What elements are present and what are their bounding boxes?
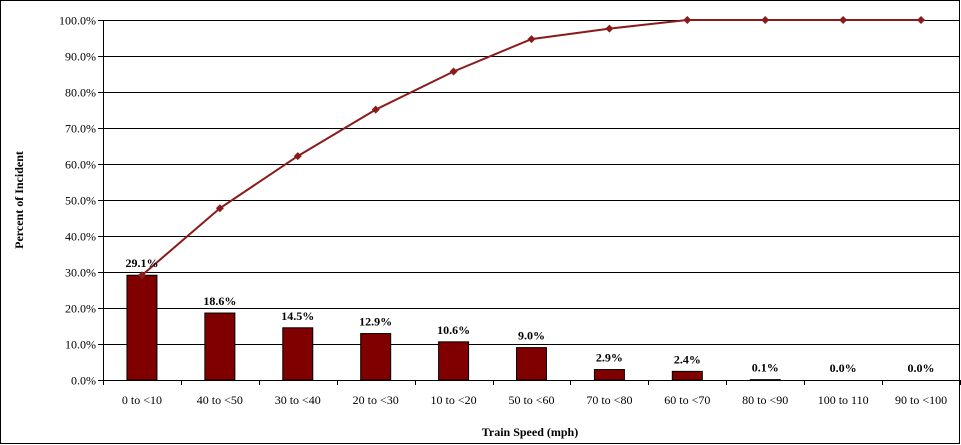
line-point xyxy=(917,16,926,24)
x-tick-label: 60 to <70 xyxy=(664,393,710,407)
y-tick-label: 90.0% xyxy=(65,50,96,64)
bar-data-label: 9.0% xyxy=(518,329,545,343)
bar xyxy=(282,327,314,381)
line-point xyxy=(605,24,614,33)
gridlines xyxy=(103,20,960,345)
x-tick-label: 80 to <90 xyxy=(742,393,788,407)
x-tick-label: 0 to <10 xyxy=(122,393,162,407)
bar xyxy=(593,369,625,381)
bar-data-label: 14.5% xyxy=(281,309,314,323)
y-tick-label: 10.0% xyxy=(65,338,96,352)
y-tick-label: 80.0% xyxy=(65,86,96,100)
x-tick-label: 90 to <100 xyxy=(895,393,947,407)
x-axis-title: Train Speed (mph) xyxy=(482,425,578,439)
line-point xyxy=(371,105,380,114)
x-tick-label: 50 to <60 xyxy=(508,393,554,407)
bar xyxy=(204,312,236,381)
line-point xyxy=(527,35,536,44)
y-tick-label: 60.0% xyxy=(65,158,96,172)
x-tick-label: 20 to <30 xyxy=(353,393,399,407)
bar-data-label: 18.6% xyxy=(203,294,236,308)
y-tick-label: 0.0% xyxy=(71,374,96,388)
x-tick-label: 70 to <80 xyxy=(586,393,632,407)
x-tick-label: 10 to <20 xyxy=(431,393,477,407)
line-point xyxy=(293,152,302,161)
bar-data-label: 10.6% xyxy=(437,323,470,337)
axes: 0.0% 10.0% 20.0% 30.0% 40.0% 50.0% 60.0% 70.0% 8… xyxy=(59,14,961,407)
line-point xyxy=(839,16,848,24)
bar xyxy=(126,274,158,381)
bar xyxy=(671,370,703,381)
y-tick-label: 20.0% xyxy=(65,302,96,316)
bar-data-label: 0.1% xyxy=(752,361,779,375)
y-axis-title: Percent of Incident xyxy=(12,151,26,249)
bar xyxy=(360,333,392,381)
y-tick-label: 30.0% xyxy=(65,266,96,280)
line-point xyxy=(137,271,146,280)
bar-data-label: 29.1% xyxy=(125,256,158,270)
bar-data-label: 2.4% xyxy=(674,352,701,366)
y-tick-label: 50.0% xyxy=(65,194,96,208)
bar-data-label: 0.0% xyxy=(830,361,857,375)
x-tick-label: 100 to 110 xyxy=(818,393,869,407)
x-tick-label: 40 to <50 xyxy=(197,393,243,407)
line-point xyxy=(215,204,224,213)
data-labels: 29.1% 18.6% 14.5% 12.9% 10.6% 9.0% 2.9% 2.4% 0.1… xyxy=(125,256,934,375)
bar-data-label: 0.0% xyxy=(908,361,935,375)
y-tick-label: 40.0% xyxy=(65,230,96,244)
x-tick-label: 30 to <40 xyxy=(275,393,321,407)
line-point xyxy=(761,16,770,24)
bar-data-label: 2.9% xyxy=(596,351,623,365)
y-tick-label: 100.0% xyxy=(59,14,96,28)
y-tick-label: 70.0% xyxy=(65,122,96,136)
bar xyxy=(438,341,470,381)
bar-data-label: 12.9% xyxy=(359,315,392,329)
cumulative-line-series xyxy=(137,16,926,280)
line-point xyxy=(449,67,458,76)
line-point xyxy=(683,16,692,24)
bar xyxy=(516,347,547,381)
